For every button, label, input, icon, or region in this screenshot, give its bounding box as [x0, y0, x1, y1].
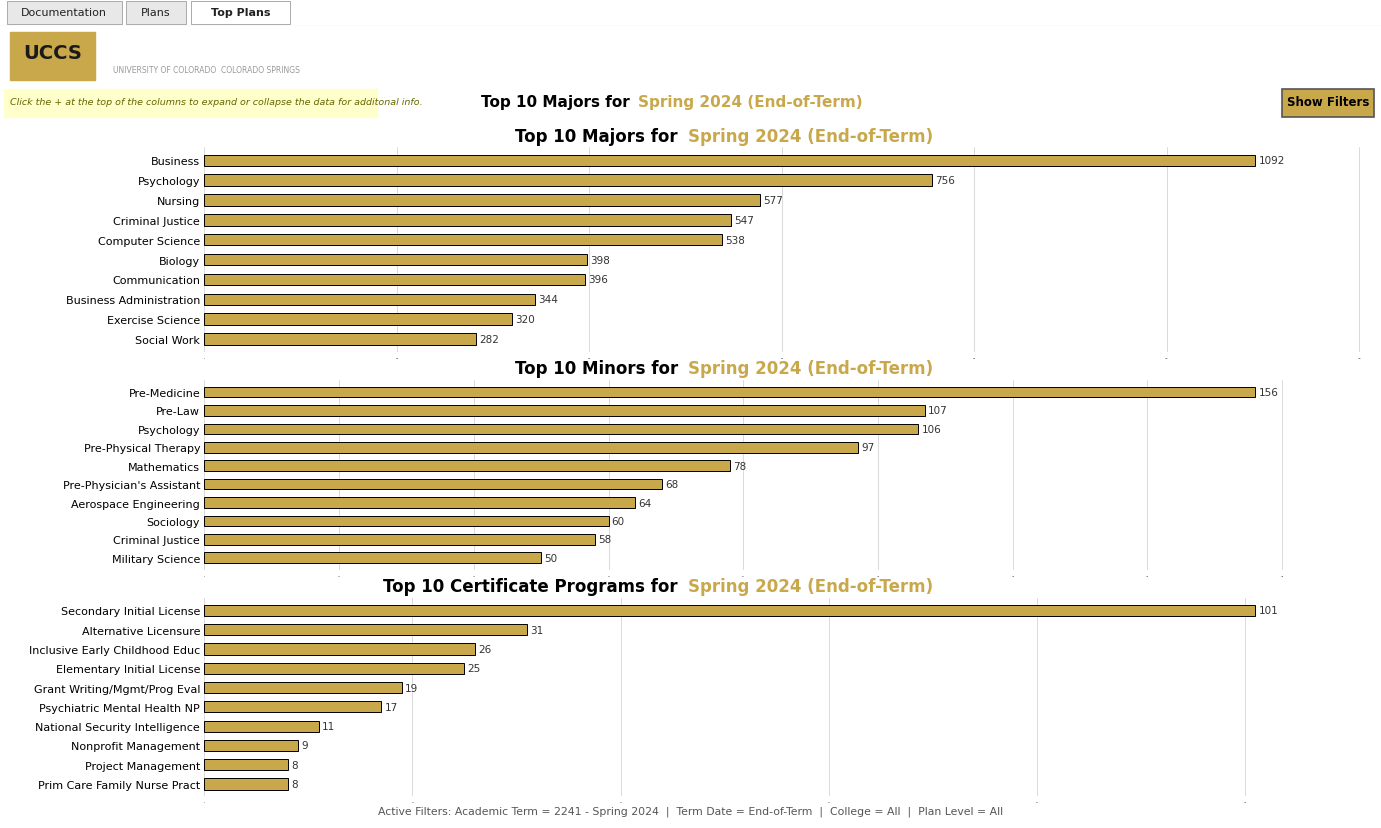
- Text: 101: 101: [1258, 606, 1277, 616]
- Text: Click the + at the top of the columns to expand or collapse the data for additon: Click the + at the top of the columns to…: [10, 99, 423, 108]
- Text: 68: 68: [666, 479, 679, 489]
- Bar: [204, 334, 475, 345]
- Text: 50: 50: [544, 553, 558, 563]
- Bar: [204, 553, 541, 563]
- Text: 1092: 1092: [1258, 156, 1284, 166]
- FancyBboxPatch shape: [126, 2, 186, 25]
- Text: Institutional Research: Institutional Research: [113, 39, 337, 57]
- Text: Academic Plan Enrollment: Academic Plan Enrollment: [537, 46, 844, 66]
- Bar: [204, 740, 298, 751]
- Text: 78: 78: [733, 461, 746, 471]
- Text: Spring 2024 (End-of-Term): Spring 2024 (End-of-Term): [688, 128, 932, 146]
- Text: UCCS: UCCS: [23, 44, 81, 63]
- Text: 320: 320: [515, 315, 536, 325]
- Text: 11: 11: [322, 721, 336, 731]
- Text: Top Plans: Top Plans: [210, 8, 271, 18]
- Bar: [204, 605, 1255, 616]
- Text: Top 10 Majors for: Top 10 Majors for: [481, 95, 635, 110]
- Bar: [204, 234, 722, 246]
- Text: 8: 8: [291, 779, 297, 789]
- Text: 396: 396: [588, 275, 609, 285]
- Bar: [204, 442, 858, 453]
- Bar: [204, 516, 609, 527]
- Bar: [204, 624, 528, 636]
- Text: 156: 156: [1258, 388, 1279, 397]
- Bar: [204, 778, 287, 790]
- Text: Show Filters: Show Filters: [1287, 96, 1369, 109]
- Text: 538: 538: [725, 235, 746, 245]
- Text: 60: 60: [612, 517, 624, 527]
- Text: 8: 8: [291, 760, 297, 770]
- Bar: [204, 498, 635, 508]
- Text: Top 10 Majors for: Top 10 Majors for: [515, 128, 684, 146]
- Bar: [204, 294, 536, 306]
- Text: 9: 9: [301, 740, 308, 750]
- Bar: [204, 643, 475, 655]
- Bar: [204, 176, 932, 186]
- Text: 25: 25: [468, 663, 481, 673]
- Bar: [204, 534, 595, 545]
- Text: Active Filters: Academic Term = 2241 - Spring 2024  |  Term Date = End-of-Term  : Active Filters: Academic Term = 2241 - S…: [378, 806, 1003, 816]
- Bar: [204, 195, 760, 206]
- Text: Documentation: Documentation: [21, 8, 108, 18]
- FancyBboxPatch shape: [10, 33, 95, 81]
- Bar: [204, 461, 729, 471]
- Bar: [204, 720, 319, 732]
- Text: 398: 398: [591, 255, 610, 265]
- Bar: [204, 156, 1255, 167]
- Text: 106: 106: [921, 425, 942, 435]
- Text: 756: 756: [935, 176, 954, 186]
- Text: 344: 344: [539, 295, 558, 305]
- Text: 282: 282: [479, 335, 499, 344]
- FancyBboxPatch shape: [7, 2, 122, 25]
- Bar: [204, 314, 512, 325]
- Text: Top 10 Minors for: Top 10 Minors for: [515, 360, 684, 378]
- Text: Top 10 Certificate Programs for: Top 10 Certificate Programs for: [383, 577, 684, 595]
- Bar: [204, 254, 587, 266]
- Text: Spring 2024 (End-of-Term): Spring 2024 (End-of-Term): [688, 360, 932, 378]
- Text: Plans: Plans: [141, 8, 171, 18]
- Text: 547: 547: [733, 215, 754, 225]
- Text: Spring 2024 (End-of-Term): Spring 2024 (End-of-Term): [688, 577, 932, 595]
- Text: 17: 17: [384, 702, 398, 712]
- Text: UNIVERSITY OF COLORADO  COLORADO SPRINGS: UNIVERSITY OF COLORADO COLORADO SPRINGS: [113, 65, 300, 75]
- Text: 26: 26: [478, 644, 492, 654]
- Bar: [204, 479, 663, 490]
- Text: 97: 97: [860, 443, 874, 453]
- Bar: [204, 663, 464, 674]
- Bar: [204, 214, 731, 226]
- Bar: [204, 424, 918, 435]
- Text: 577: 577: [762, 195, 783, 205]
- Bar: [204, 406, 925, 416]
- Text: 31: 31: [530, 625, 543, 635]
- Text: 19: 19: [405, 683, 418, 693]
- Bar: [204, 701, 381, 713]
- Text: 107: 107: [928, 406, 947, 416]
- FancyBboxPatch shape: [1282, 89, 1374, 118]
- FancyBboxPatch shape: [191, 2, 290, 25]
- Text: 58: 58: [598, 535, 612, 545]
- Text: 64: 64: [638, 498, 652, 508]
- Bar: [204, 274, 586, 286]
- Bar: [204, 759, 287, 770]
- Bar: [204, 682, 402, 693]
- Text: Spring 2024 (End-of-Term): Spring 2024 (End-of-Term): [638, 95, 863, 110]
- FancyBboxPatch shape: [4, 89, 377, 118]
- Bar: [204, 388, 1255, 398]
